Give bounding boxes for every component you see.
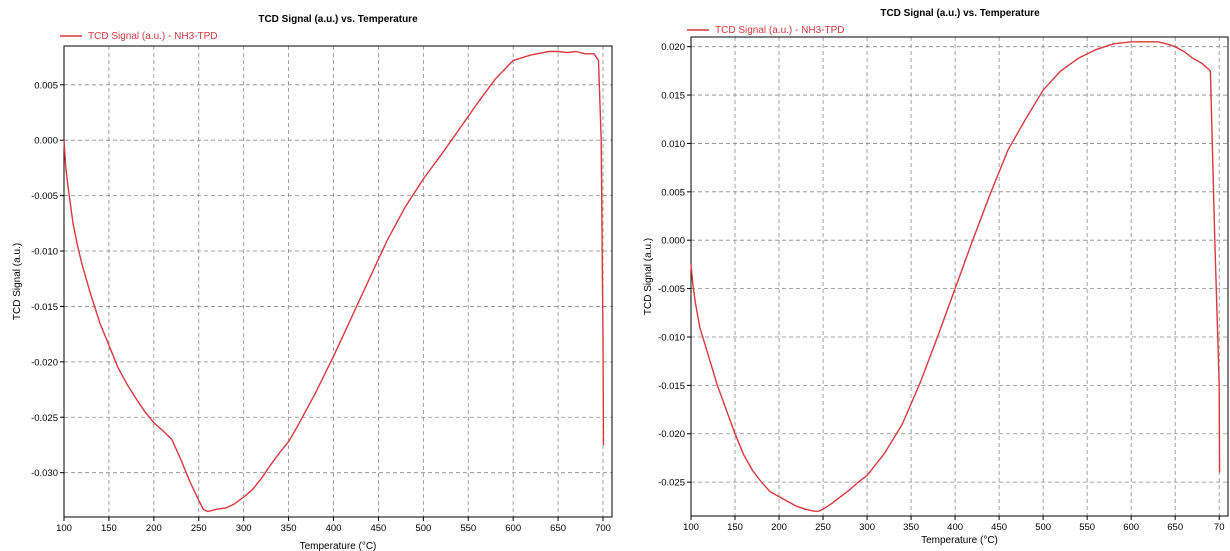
y-tick-label: -0.030 [31,468,58,479]
x-tick-label: 350 [903,522,919,533]
legend-label: TCD Signal (a.u.) - NH3-TPD [715,25,844,36]
chart-title: TCD Signal (a.u.) vs. Temperature [258,14,418,25]
y-tick-label: 0.005 [34,80,58,91]
x-tick-label: 400 [947,522,963,533]
chart-left: 100 150 200 250 300 350 400 450 500 550 600 650 700 0… [12,14,613,551]
y-axis-label: TCD Signal (a.u.) [643,238,654,315]
y-tick-label: -0.020 [31,357,58,368]
x-tick-label: 500 [415,523,431,534]
y-tick-label: -0.025 [31,413,58,424]
x-tick-label: 250 [815,522,831,533]
x-tick-label: 150 [101,523,117,534]
x-tick-label: 550 [1079,522,1095,533]
x-axis-label: Temperature (°C) [300,541,377,551]
x-tick-label: 350 [281,523,297,534]
x-tick-label: 700 [595,523,611,534]
y-tick-label: -0.015 [658,381,685,392]
y-tick-label: 0.010 [661,139,685,150]
x-tick-label: 300 [859,522,875,533]
y-axis-label: TCD Signal (a.u.) [12,243,23,320]
y-tick-label: -0.005 [658,284,685,295]
series-line-nh3-tpd [690,41,1221,512]
plot-frame [63,45,613,518]
chart-right: 100 150 200 250 300 350 400 450 500 550 600 650 70 0.… [643,8,1229,546]
y-tick-label: -0.020 [658,429,685,440]
x-tick-label: 100 [683,522,699,533]
x-tick-label: 300 [236,523,252,534]
y-tick-label: 0.015 [661,91,685,102]
x-tick-label: 600 [505,523,521,534]
x-tick-label: 650 [550,523,566,534]
x-tick-label: 400 [326,523,342,534]
y-tick-label: -0.025 [658,478,685,489]
x-tick-label: 150 [727,522,743,533]
x-tick-label: 450 [370,523,386,534]
y-tick-label: -0.005 [31,191,58,202]
y-tick-label: -0.015 [31,302,58,313]
y-tick-label: 0.000 [661,236,685,247]
y-tick-label: 0.020 [661,42,685,53]
x-tick-label: 100 [56,523,72,534]
x-tick-label: 200 [146,523,162,534]
chart-title: TCD Signal (a.u.) vs. Temperature [880,8,1040,19]
x-tick-label: 550 [460,523,476,534]
legend-label: TCD Signal (a.u.) - NH3-TPD [88,31,217,42]
x-tick-label: 600 [1123,522,1139,533]
y-tick-label: -0.010 [658,332,685,343]
x-tick-label: 200 [771,522,787,533]
series-line-nh3-tpd [63,50,605,513]
x-tick-label: 250 [191,523,207,534]
x-tick-label: 450 [991,522,1007,533]
x-axis-label: Temperature (°C) [921,535,998,546]
x-tick-label: 70 [1214,522,1225,533]
y-tick-label: 0.005 [661,187,685,198]
y-tick-label: -0.010 [31,247,58,258]
x-tick-label: 650 [1167,522,1183,533]
plot-frame [690,36,1229,517]
x-tick-label: 500 [1035,522,1051,533]
y-tick-label: 0.000 [34,136,58,147]
